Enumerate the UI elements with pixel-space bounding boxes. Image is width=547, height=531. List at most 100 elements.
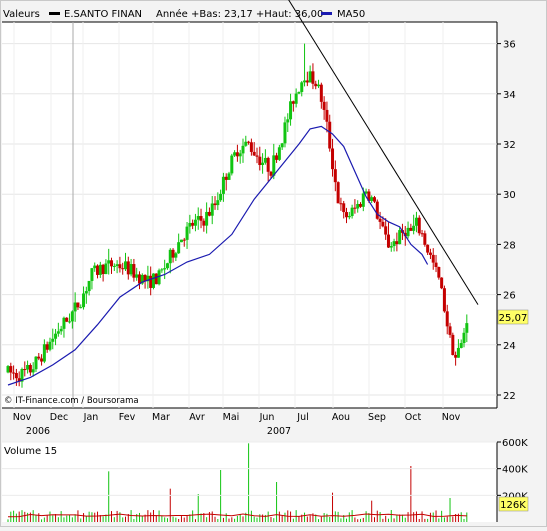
candle-body [26,365,30,370]
candle-body [168,249,172,264]
candle-body [381,221,385,227]
candle-body [412,225,416,231]
candle-body [34,356,38,370]
candle-body [31,369,35,373]
month-tick-label: Jul [296,412,308,423]
candle-body [76,302,80,308]
price-tick-label: 22 [503,391,516,402]
candle-body [37,356,41,359]
candle-body [221,176,225,194]
candle-body [277,147,281,160]
candle-body [174,253,178,258]
candle-body [286,119,290,123]
candle-body [193,219,197,226]
candle-body [395,241,399,245]
candle-body [420,233,424,235]
candle-body [384,226,388,235]
candle-body [6,366,10,373]
month-tick-label: Mar [152,412,170,423]
candle-body [110,260,114,267]
candle-body [275,155,279,160]
candle-body [154,273,158,285]
candle-body [54,333,58,339]
candle-body [451,334,455,356]
candle-body [143,274,147,282]
candle-body [359,203,362,207]
candle-body [207,211,211,216]
candle-body [12,372,16,374]
candle-body [294,93,298,104]
candle-body [289,101,293,120]
last-price-badge: 25,07 [497,309,529,325]
candle-body [182,239,186,241]
candle-body [462,332,466,344]
candle-body [132,264,136,278]
ma50-line [7,125,429,386]
candle-body [101,264,105,275]
candle-body [68,321,72,323]
month-tick-label: Jan [83,412,99,423]
candle-body [213,203,217,206]
candle-body [163,268,167,270]
candle-body [137,274,141,284]
candle-body [59,328,63,332]
candle-body [20,369,24,382]
candles [6,43,469,388]
candle-body [336,182,340,204]
candle-body [188,222,192,227]
month-tick-label: Nov [442,412,461,423]
candle-body [314,83,318,87]
candle-body [356,203,360,209]
candle-body [370,197,374,201]
candle-body [70,311,74,322]
candle-body [238,153,242,157]
candle-body [317,84,321,87]
candle-body [149,275,153,288]
candle-body [389,246,393,248]
candle-body [107,260,111,264]
candle-body [179,239,183,243]
candle-body [339,203,343,205]
candle-body [431,254,435,263]
candle-body [378,218,382,222]
legend-range-text: Année +Bas: 23,17 +Haut: 36,00 [156,8,323,20]
candle-body [303,80,307,83]
price-tick-label: 34 [503,90,516,101]
candle-body [146,275,150,282]
candle-body [177,242,181,254]
candle-body [258,156,262,166]
legend-series-name: E.SANTO FINAN [64,9,142,20]
volume-tick-label: 400K [502,465,528,476]
candle-body [171,249,175,258]
candle-body [364,191,368,194]
candle-body [342,203,346,213]
candle-body [261,162,265,166]
candle-body [426,244,430,253]
price-tick-label: 32 [503,140,516,151]
candle-body [269,171,273,176]
candle-body [361,193,365,207]
candle-body [263,157,267,163]
candle-body [126,261,130,275]
candle-body [235,152,239,157]
candle-body [191,222,195,226]
candle-body [90,268,94,281]
candle-body [104,263,108,275]
candle-body [392,241,396,247]
series-swatch [49,12,60,15]
candle-body [409,227,413,231]
candle-body [311,71,315,84]
chart-legend: Valeurs E.SANTO FINAN Année +Bas: 23,17 … [3,8,365,20]
candle-body [252,151,256,156]
candle-body [255,155,259,157]
candle-body [297,91,301,94]
candle-body [241,145,245,154]
candle-body [353,207,357,209]
candle-body [121,268,125,270]
candle-body [28,365,32,373]
candle-body [84,291,88,294]
candle-body [56,331,60,334]
candle-body [93,265,97,269]
last-volume-badge: 126K [498,496,529,512]
